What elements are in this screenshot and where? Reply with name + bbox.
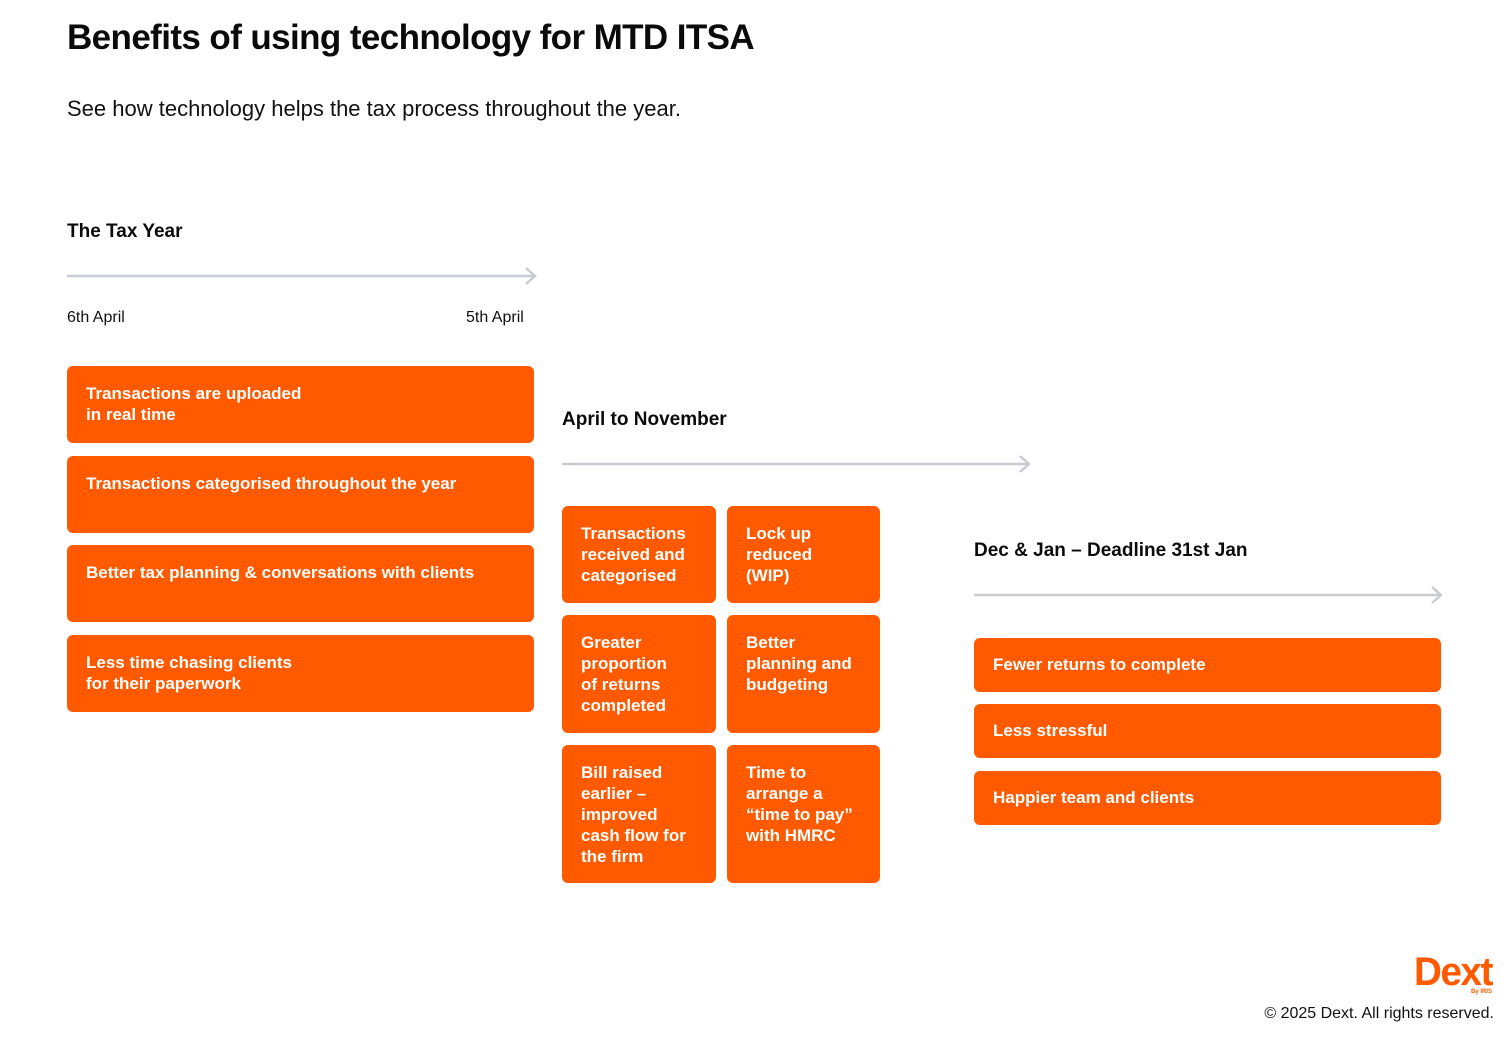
copyright-text: © 2025 Dext. All rights reserved.	[1264, 1005, 1494, 1022]
benefit-card-label: Less stressful	[993, 721, 1108, 740]
page-subtitle: See how technology helps the tax process…	[67, 96, 681, 121]
logo-subtext: By IRIS	[1471, 989, 1492, 995]
benefit-card-label: Better tax planning & conversations with…	[86, 563, 475, 582]
benefit-card-label: Less time chasing clients for their pape…	[86, 653, 292, 693]
benefit-card-categorised: Transactions categorised throughout the …	[67, 456, 534, 533]
benefit-card-label: Transactions received and categorised	[581, 524, 686, 585]
dext-logo: Dext By IRIS	[1414, 950, 1495, 995]
tax-year-heading: The Tax Year	[67, 221, 183, 242]
benefit-card-happier-team: Happier team and clients	[974, 771, 1441, 825]
benefit-card-time-to-pay: Time to arrange a “time to pay” with HMR…	[727, 745, 880, 883]
tax-year-arrow-icon	[67, 267, 537, 285]
benefit-card-lock-up-reduced: Lock up reduced (WIP)	[727, 506, 880, 603]
dec-jan-arrow-icon	[974, 586, 1443, 604]
benefit-card-label: Lock up reduced (WIP)	[746, 524, 813, 585]
dec-jan-heading: Dec & Jan – Deadline 31st Jan	[974, 540, 1248, 561]
april-november-arrow-icon	[562, 455, 1031, 473]
benefit-card-label: Time to arrange a “time to pay” with HMR…	[746, 763, 853, 845]
benefit-card-tax-planning: Better tax planning & conversations with…	[67, 545, 534, 622]
benefit-card-returns-completed: Greater proportion of returns completed	[562, 615, 716, 733]
benefit-card-realtime-upload: Transactions are uploaded in real time	[67, 366, 534, 443]
benefit-card-planning-budgeting: Better planning and budgeting	[727, 615, 880, 733]
benefit-card-label: Fewer returns to complete	[993, 655, 1206, 674]
benefit-card-less-stressful: Less stressful	[974, 704, 1441, 758]
april-november-heading: April to November	[562, 409, 727, 430]
tax-year-end-label: 5th April	[466, 309, 524, 326]
benefit-card-label: Transactions are uploaded in real time	[86, 384, 302, 424]
benefit-card-label: Transactions categorised throughout the …	[86, 474, 457, 493]
tax-year-start-label: 6th April	[67, 309, 125, 326]
benefit-card-label: Better planning and budgeting	[746, 633, 852, 694]
benefit-card-received-categorised: Transactions received and categorised	[562, 506, 716, 603]
benefit-card-fewer-returns: Fewer returns to complete	[974, 638, 1441, 692]
benefit-card-bill-raised-earlier: Bill raised earlier – improved cash flow…	[562, 745, 716, 883]
logo-wordmark: Dext	[1414, 950, 1493, 994]
benefit-card-label: Happier team and clients	[993, 788, 1195, 807]
benefit-card-label: Bill raised earlier – improved cash flow…	[581, 763, 686, 866]
benefit-card-less-chasing: Less time chasing clients for their pape…	[67, 635, 534, 712]
page-title: Benefits of using technology for MTD ITS…	[67, 18, 755, 57]
benefit-card-label: Greater proportion of returns completed	[581, 633, 667, 715]
